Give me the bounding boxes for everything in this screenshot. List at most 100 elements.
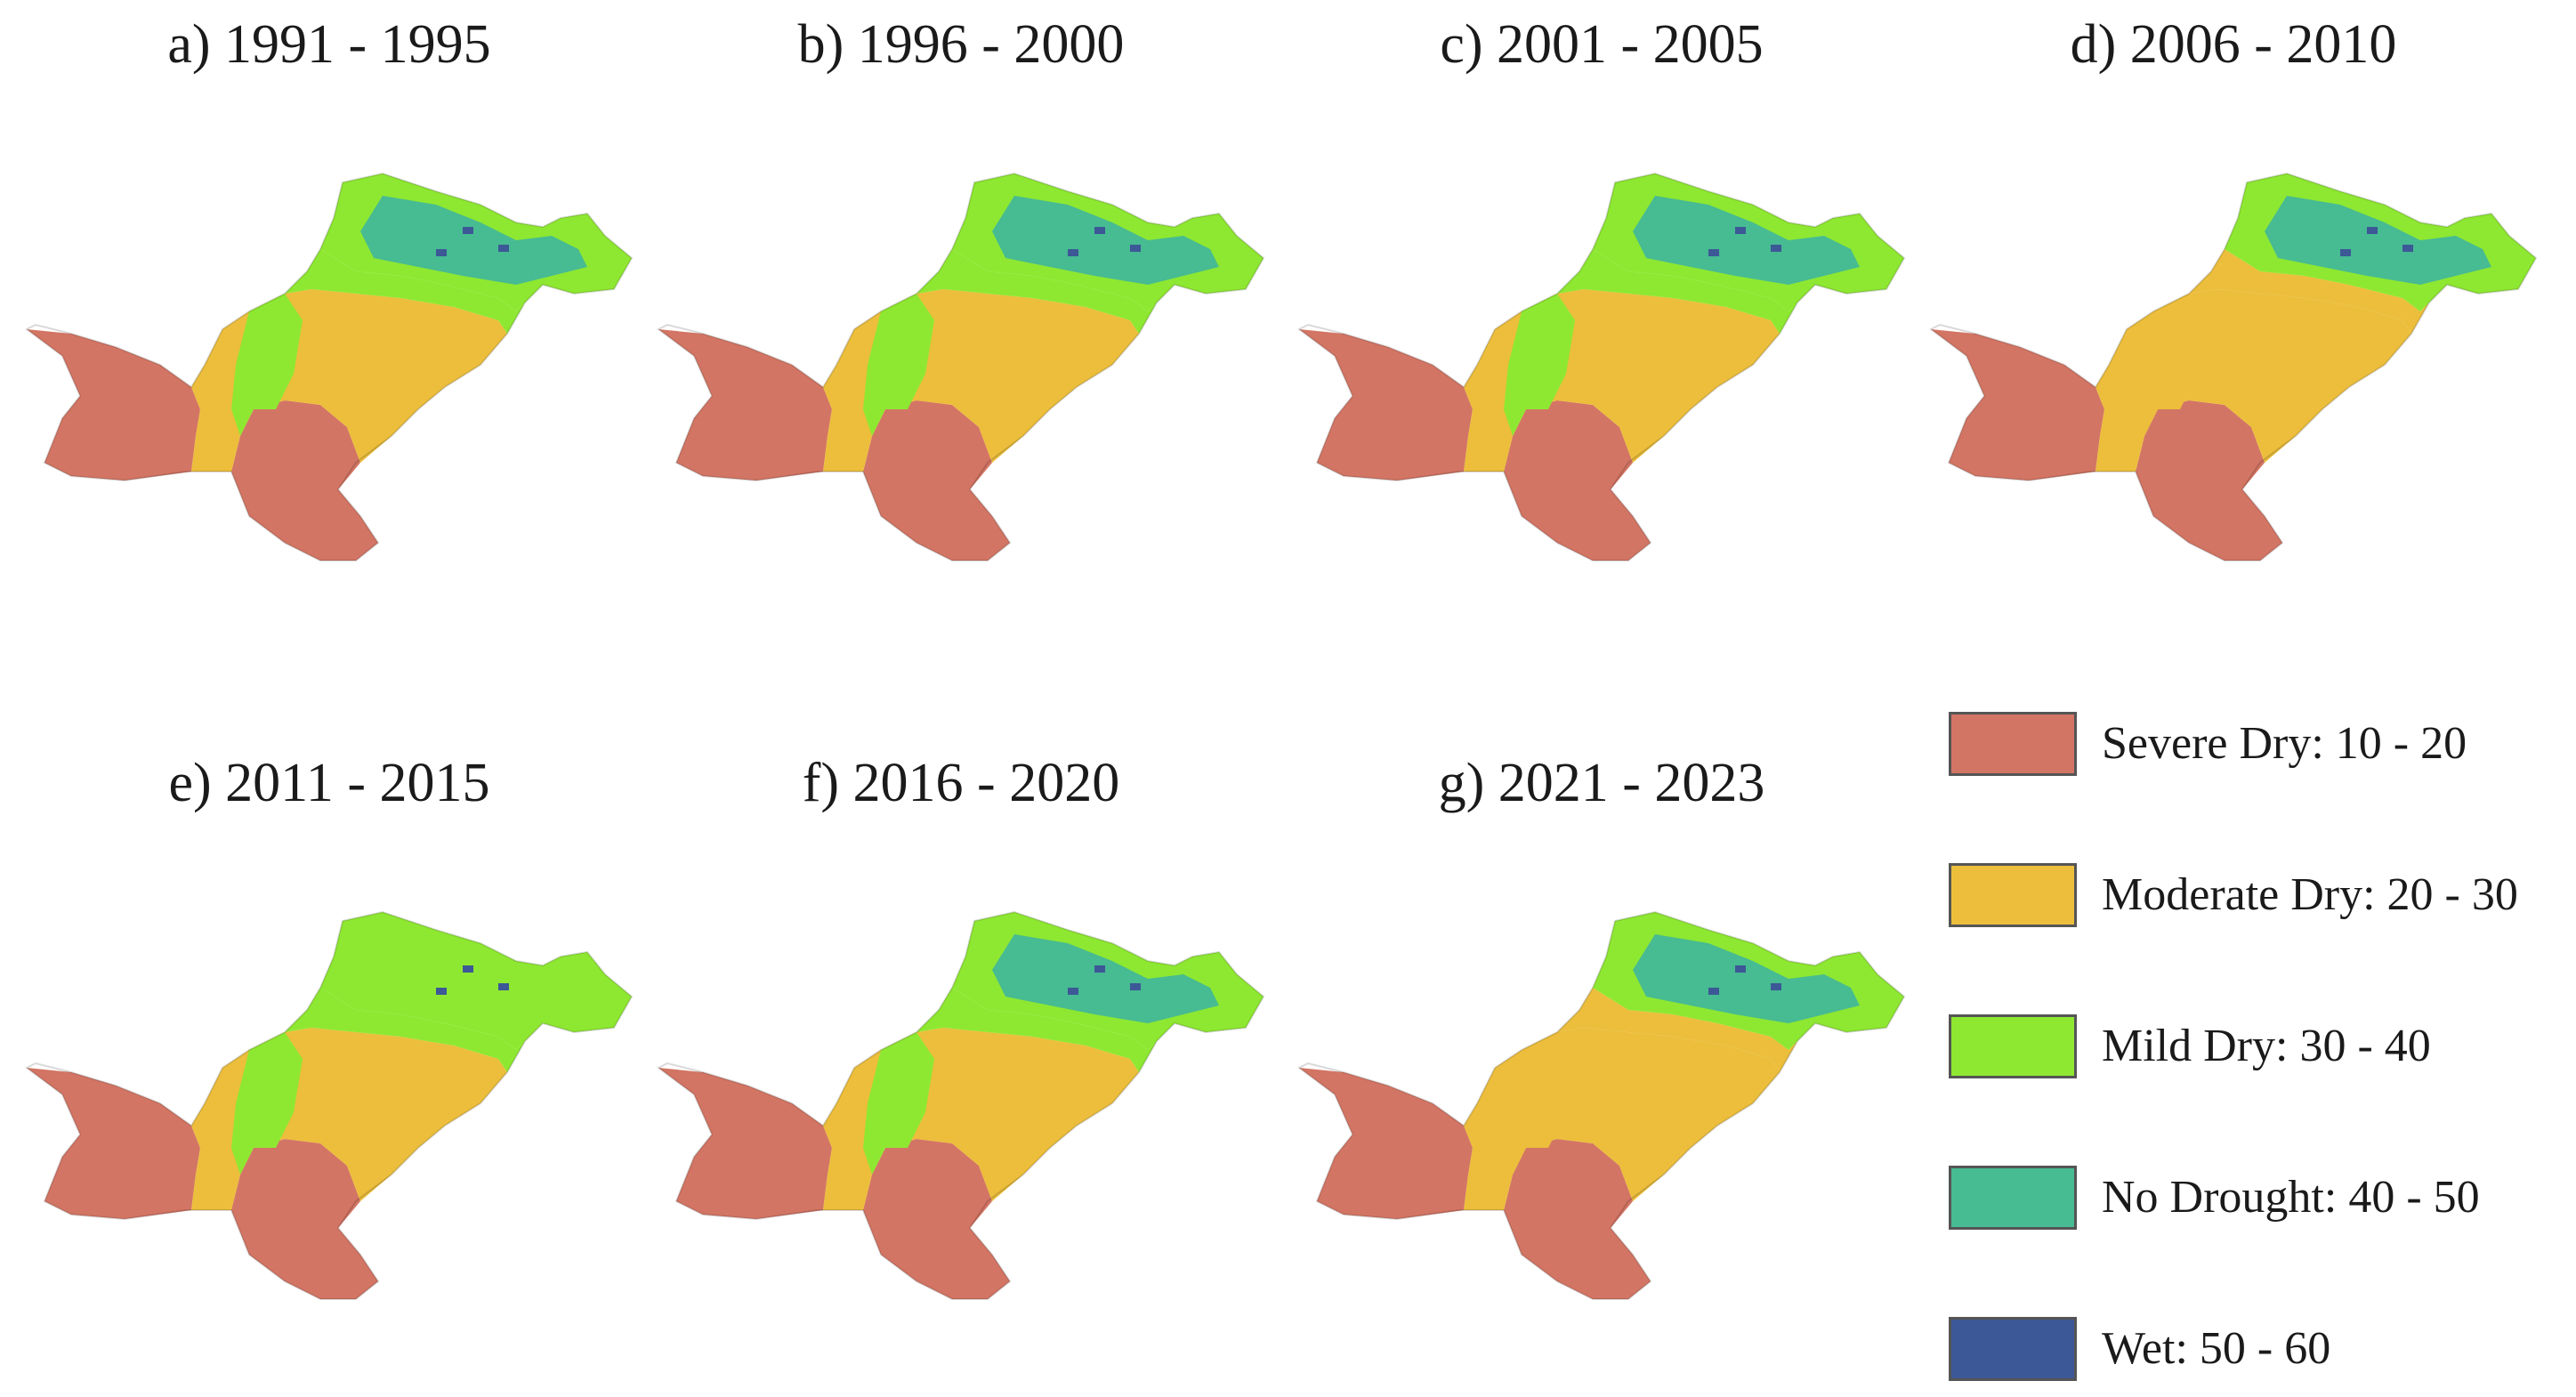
map-d-wedge-zone: [2136, 294, 2207, 436]
map-f-belt-zone: [917, 988, 1157, 1072]
map-d-south-zone: [2136, 400, 2282, 561]
map-e-north-core-zone: [360, 934, 587, 1023]
map-d-wet-spot: [2340, 249, 2351, 256]
map-f-north-core-zone: [992, 934, 1219, 1023]
map-e-wet-spot: [436, 988, 447, 995]
panel-title-f: f) 2016 - 2020: [802, 753, 1120, 813]
panel-title-e: e) 2011 - 2015: [168, 753, 490, 813]
map-g-north-core-zone: [1633, 934, 1860, 1023]
legend-item-mild-dry: Mild Dry: 30 - 40: [1949, 1014, 2572, 1086]
drought-map-f: [657, 910, 1265, 1300]
map-panel-g: g) 2021 - 2023: [1281, 747, 1922, 1388]
drought-map-b: [657, 172, 1265, 561]
legend-label-no-drought: No Drought: 40 - 50: [2102, 1172, 2480, 1223]
map-a-wet-spot: [463, 227, 473, 234]
legend-label-mild-dry: Mild Dry: 30 - 40: [2102, 1021, 2431, 1071]
map-a-wet-spot: [498, 245, 509, 252]
map-f-wet-spot: [1094, 965, 1105, 973]
drought-map-e: [25, 910, 634, 1300]
map-c-belt-zone: [1557, 249, 1797, 334]
map-b-wet-spot: [1130, 245, 1141, 252]
map-b-north-core-zone: [992, 196, 1219, 285]
legend-swatch-wet: [1949, 1317, 2077, 1381]
legend-label-severe-dry: Severe Dry: 10 - 20: [2102, 718, 2467, 769]
map-f-wet-spot: [1130, 983, 1141, 990]
map-b-wedge-zone: [863, 294, 934, 436]
panel-title-c: c) 2001 - 2005: [1440, 14, 1764, 75]
map-c-wet-spot: [1708, 249, 1719, 256]
map-g-wet-spot: [1735, 965, 1746, 973]
map-a-wedge-zone: [231, 294, 303, 436]
map-b-wet-spot: [1068, 249, 1078, 256]
map-c-south-zone: [1504, 400, 1651, 561]
map-e-wedge-zone: [231, 1032, 303, 1175]
map-g-south-zone: [1504, 1139, 1651, 1299]
map-g-wet-spot: [1771, 983, 1781, 990]
map-e-west-zone: [27, 1068, 200, 1219]
panel-title-a: a) 1991 - 1995: [167, 14, 491, 75]
map-e-outline: [25, 910, 634, 1300]
legend-item-wet: Wet: 50 - 60: [1949, 1317, 2572, 1388]
map-b-west-zone: [658, 329, 832, 480]
panel-title-g: g) 2021 - 2023: [1438, 753, 1765, 813]
legend-swatch-no-drought: [1949, 1166, 2077, 1230]
map-f-wet-spot: [1068, 988, 1078, 995]
map-g-belt-zone: [1557, 988, 1797, 1072]
map-b-outline: [657, 172, 1265, 561]
map-f-outline: [657, 910, 1265, 1300]
map-c-north-core-zone: [1633, 196, 1860, 285]
map-b-wet-spot: [1094, 227, 1105, 234]
map-d-west-zone: [1931, 329, 2104, 480]
map-b-south-zone: [863, 400, 1010, 561]
map-g-wedge-zone: [1504, 1032, 1575, 1175]
map-a-belt-zone: [285, 249, 525, 334]
drought-map-g: [1297, 910, 1906, 1300]
map-e-wet-spot: [498, 983, 509, 990]
panel-title-d: d) 2006 - 2010: [2070, 14, 2397, 75]
drought-map-a: [25, 172, 634, 561]
map-legend: Severe Dry: 10 - 20 Moderate Dry: 20 - 3…: [1949, 712, 2572, 1388]
map-a-north-core-zone: [360, 196, 587, 285]
map-e-south-zone: [231, 1139, 378, 1299]
map-c-west-zone: [1299, 329, 1473, 480]
map-g-outline: [1297, 910, 1906, 1300]
map-panel-d: d) 2006 - 2010: [1913, 9, 2554, 650]
map-e-wet-spot: [463, 965, 473, 973]
panel-title-b: b) 1996 - 2000: [797, 14, 1125, 75]
map-panel-f: f) 2016 - 2020: [641, 747, 1281, 1388]
map-d-belt-zone: [2189, 249, 2429, 334]
drought-map-c: [1297, 172, 1906, 561]
legend-swatch-mild-dry: [1949, 1014, 2077, 1078]
map-g-west-zone: [1299, 1068, 1473, 1219]
legend-label-wet: Wet: 50 - 60: [2102, 1323, 2331, 1374]
map-panel-b: b) 1996 - 2000: [641, 9, 1281, 650]
map-panel-c: c) 2001 - 2005: [1281, 9, 1922, 650]
legend-swatch-moderate-dry: [1949, 863, 2077, 927]
drought-map-d: [1929, 172, 2538, 561]
map-a-west-zone: [27, 329, 200, 480]
map-panel-a: a) 1991 - 1995: [9, 9, 650, 650]
legend-swatch-severe-dry: [1949, 712, 2077, 776]
map-d-north-core-zone: [2265, 196, 2491, 285]
map-f-wedge-zone: [863, 1032, 934, 1175]
map-c-wet-spot: [1771, 245, 1781, 252]
legend-label-moderate-dry: Moderate Dry: 20 - 30: [2102, 869, 2518, 920]
legend-item-no-drought: No Drought: 40 - 50: [1949, 1166, 2572, 1237]
map-d-wet-spot: [2367, 227, 2378, 234]
legend-item-moderate-dry: Moderate Dry: 20 - 30: [1949, 863, 2572, 934]
map-a-south-zone: [231, 400, 378, 561]
map-c-wet-spot: [1735, 227, 1746, 234]
map-panel-e: e) 2011 - 2015: [9, 747, 650, 1388]
map-b-belt-zone: [917, 249, 1157, 334]
map-e-belt-zone: [285, 988, 525, 1072]
legend-item-severe-dry: Severe Dry: 10 - 20: [1949, 712, 2572, 783]
map-g-wet-spot: [1708, 988, 1719, 995]
map-f-south-zone: [863, 1139, 1010, 1299]
map-d-wet-spot: [2402, 245, 2413, 252]
map-a-wet-spot: [436, 249, 447, 256]
map-c-outline: [1297, 172, 1906, 561]
map-a-outline: [25, 172, 634, 561]
map-f-west-zone: [658, 1068, 832, 1219]
map-d-outline: [1929, 172, 2538, 561]
map-c-wedge-zone: [1504, 294, 1575, 436]
